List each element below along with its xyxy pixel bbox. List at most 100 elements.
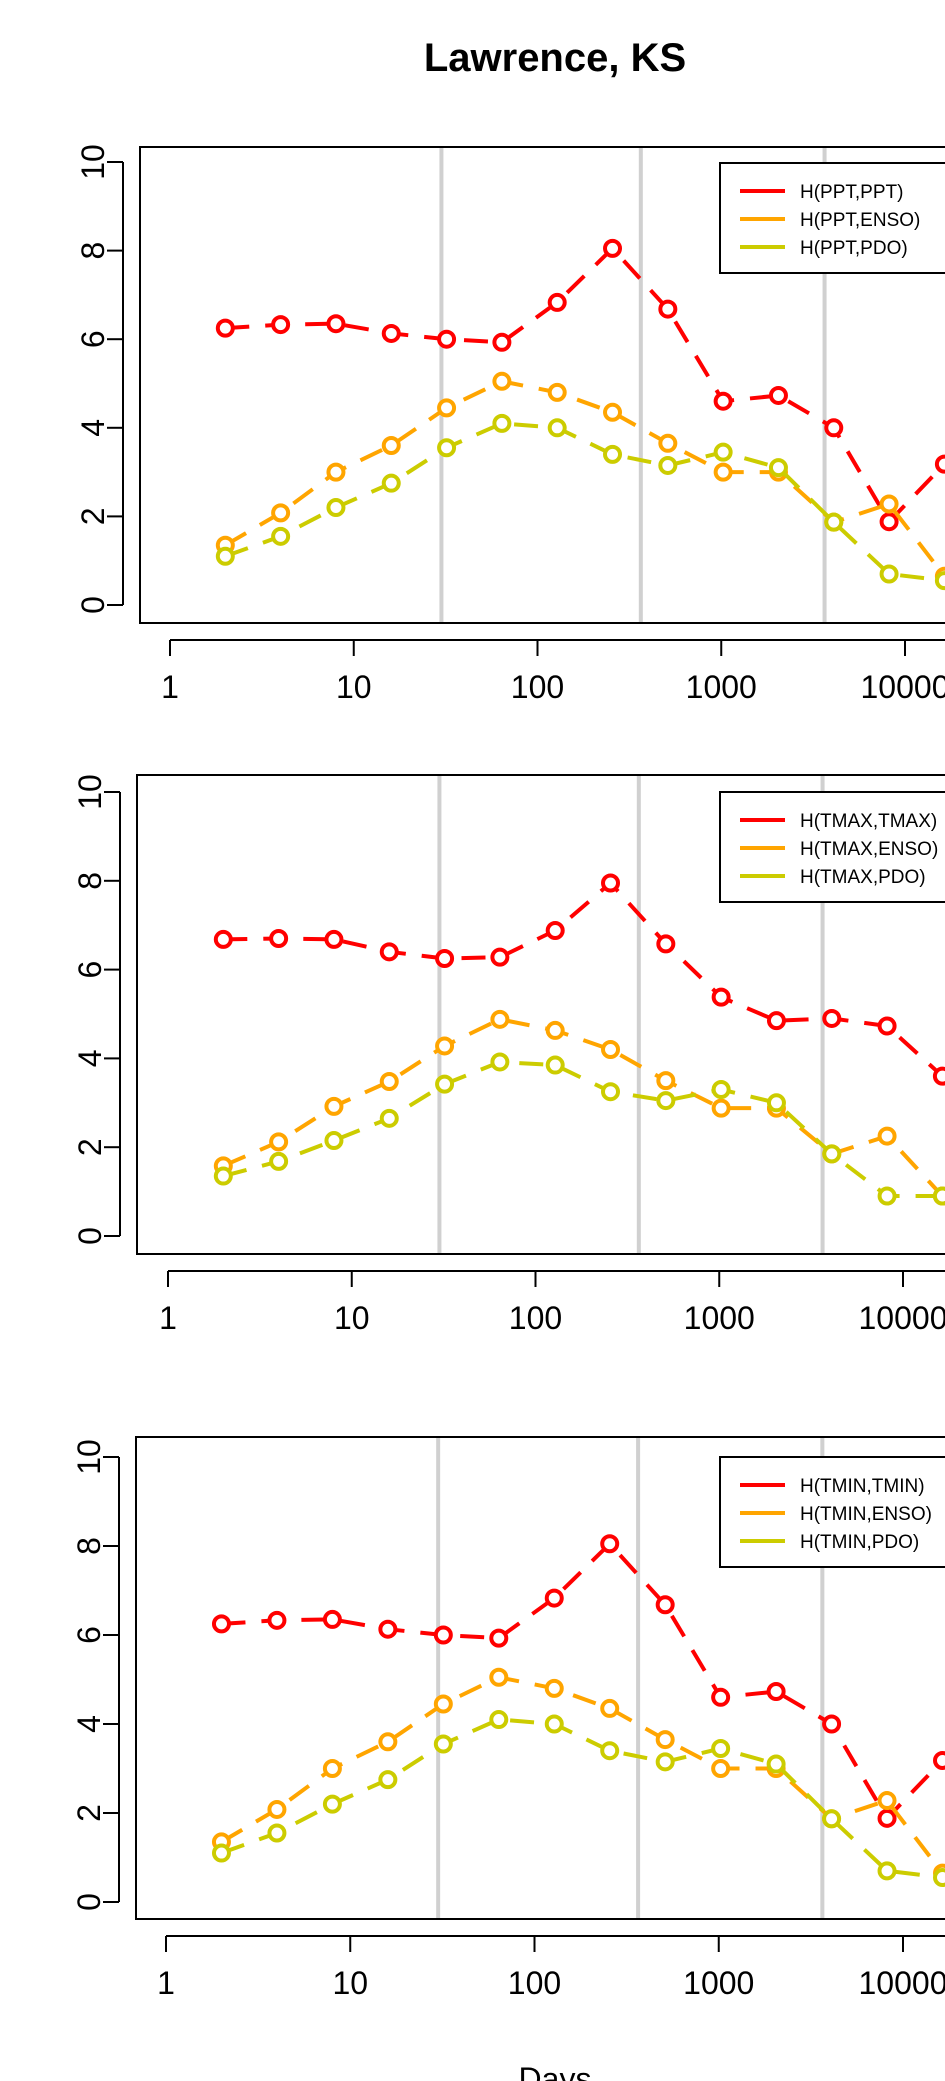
data-point	[433, 1694, 453, 1714]
legend: H(TMIN,TMIN) H(TMIN,ENSO) H(TMIN,PDO)	[719, 1456, 945, 1568]
data-point	[601, 1082, 621, 1102]
y-tick-label: 6	[72, 961, 108, 979]
data-point	[932, 1066, 945, 1086]
data-point	[879, 494, 899, 514]
data-point	[322, 1759, 342, 1778]
data-point	[766, 1754, 786, 1774]
y-tick-label: 4	[75, 419, 111, 437]
data-point	[490, 947, 510, 967]
data-point	[824, 418, 844, 438]
y-tick-label: 8	[72, 872, 108, 890]
data-point	[489, 1628, 509, 1648]
data-point	[324, 1131, 344, 1151]
data-point	[215, 318, 235, 338]
data-point	[433, 1734, 453, 1754]
legend: H(PPT,PPT) H(PPT,ENSO) H(PPT,PDO)	[719, 162, 945, 274]
data-point	[766, 1093, 786, 1113]
x-tick-label: 1000	[686, 669, 757, 705]
panel-1: 0 2 4 6 8 10 1 10 100 1000 10000 H(PPT,PPT) H(PPT,EN…	[75, 144, 945, 705]
y-tick-label: 10	[72, 774, 108, 810]
series-line	[224, 421, 945, 583]
data-point	[435, 1074, 455, 1094]
series-line	[220, 1717, 943, 1880]
data-point	[547, 418, 567, 438]
y-tick-label: 6	[75, 330, 111, 348]
data-point	[601, 1040, 621, 1060]
x-axis-label: Days	[519, 2061, 592, 2081]
data-point	[378, 1619, 398, 1639]
y-tick-label: 4	[72, 1050, 108, 1068]
data-point	[489, 1710, 509, 1730]
x-tick-label: 1	[157, 1965, 175, 2001]
data-point	[213, 929, 233, 949]
data-point	[713, 442, 733, 462]
series-line	[222, 1017, 944, 1198]
data-point	[655, 1752, 675, 1772]
data-point	[324, 929, 344, 949]
data-point	[267, 1799, 287, 1819]
data-point	[267, 1823, 287, 1843]
data-point	[435, 1036, 455, 1056]
x-tick-label: 10000	[859, 1300, 945, 1336]
data-point	[381, 436, 401, 456]
data-point	[437, 438, 457, 458]
y-tick-label: 10	[71, 1439, 107, 1475]
data-point	[271, 503, 291, 523]
x-tick-label: 100	[509, 1300, 562, 1336]
data-point	[490, 1009, 510, 1029]
x-tick-label: 1	[159, 1300, 177, 1336]
data-point	[211, 1843, 231, 1863]
data-point	[934, 571, 945, 591]
series-line	[222, 1059, 943, 1198]
data-point	[490, 1052, 510, 1072]
data-point	[603, 402, 623, 422]
y-tick-label: 6	[71, 1626, 107, 1644]
y-tick-label: 10	[75, 144, 111, 180]
data-point	[269, 1151, 289, 1171]
data-point	[933, 1750, 945, 1770]
data-point	[379, 942, 399, 962]
data-point	[603, 238, 623, 258]
data-point	[544, 1714, 564, 1734]
data-point	[879, 564, 899, 584]
data-point	[381, 473, 401, 493]
data-point	[547, 382, 567, 402]
x-tick-label: 10000	[859, 1965, 945, 2001]
legend-entry: H(PPT,ENSO)	[800, 210, 920, 231]
data-point	[711, 987, 731, 1007]
data-point	[381, 323, 401, 343]
data-point	[326, 462, 346, 482]
legend: H(TMAX,TMAX) H(TMAX,ENSO) H(TMAX,PDO)	[719, 791, 945, 903]
data-point	[547, 292, 567, 312]
data-point	[877, 1126, 897, 1146]
data-point	[378, 1770, 398, 1790]
data-point	[271, 526, 291, 546]
data-point	[711, 1759, 731, 1778]
data-point	[267, 1610, 287, 1630]
x-tick-label: 1000	[684, 1300, 755, 1336]
data-point	[600, 1741, 620, 1761]
data-point	[601, 873, 621, 893]
x-tick-label: 100	[511, 669, 564, 705]
series-line	[223, 880, 944, 1078]
legend-entry: H(TMIN,TMIN)	[800, 1476, 925, 1497]
data-point	[492, 332, 512, 352]
data-point	[603, 444, 623, 464]
x-tick-label: 10000	[861, 669, 945, 705]
x-tick-label: 1000	[683, 1965, 754, 2001]
data-point	[656, 934, 676, 954]
legend-entry: H(TMIN,PDO)	[800, 1532, 919, 1553]
data-point	[492, 413, 512, 433]
legend-entry: H(TMAX,PDO)	[800, 867, 926, 888]
data-point	[492, 371, 512, 391]
data-point	[211, 1614, 231, 1634]
data-point	[655, 1595, 675, 1615]
data-point	[658, 433, 678, 453]
data-point	[489, 1667, 509, 1687]
data-point	[379, 1108, 399, 1128]
y-tick-label: 4	[71, 1715, 107, 1733]
y-tick-label: 0	[72, 1227, 108, 1245]
